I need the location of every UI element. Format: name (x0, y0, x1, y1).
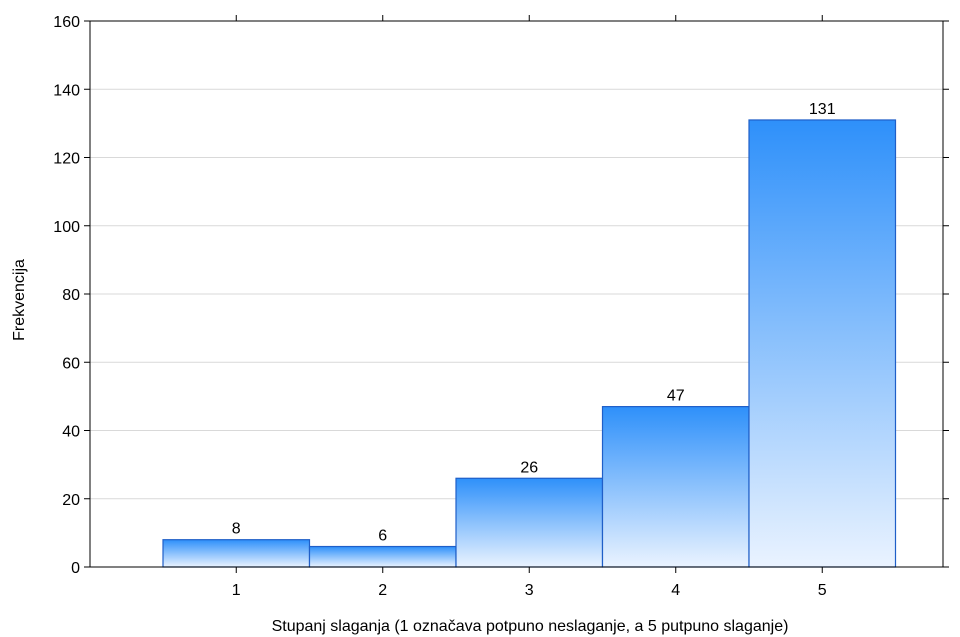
data-label: 26 (520, 459, 538, 476)
y-tick-label: 40 (62, 424, 80, 441)
bar (162, 539, 311, 568)
y-tick-label: 140 (53, 82, 80, 99)
plot-frame (89, 20, 944, 568)
data-labels: 8 6 26 47 131 (232, 101, 836, 545)
data-label: 47 (667, 388, 685, 405)
bar (455, 477, 604, 568)
y-axis-title: Frekvencija (11, 259, 28, 341)
x-tick-label: 4 (671, 582, 680, 599)
bar (601, 406, 750, 568)
x-tick-label: 3 (525, 582, 534, 599)
y-tick-label: 100 (53, 219, 80, 236)
x-tick-label: 2 (378, 582, 387, 599)
bars (162, 119, 897, 568)
grid-lines (90, 88, 943, 500)
x-tick-label: 5 (818, 582, 827, 599)
data-label: 6 (378, 528, 387, 545)
y-tick-label: 0 (71, 560, 80, 577)
y-tick-label: 60 (62, 355, 80, 372)
y-tick-label: 20 (62, 492, 80, 509)
bar (308, 545, 457, 568)
data-label: 131 (809, 101, 836, 118)
x-axis-title: Stupanj slaganja (1 označava potpuno nes… (272, 618, 789, 635)
bar (748, 119, 897, 568)
x-tick-label: 1 (232, 582, 241, 599)
data-label: 8 (232, 521, 241, 538)
axes: 0 20 40 60 80 100 120 140 160 1 2 3 4 5 (53, 14, 949, 599)
y-tick-label: 80 (62, 287, 80, 304)
y-tick-label: 160 (53, 14, 80, 31)
y-tick-label: 120 (53, 151, 80, 168)
